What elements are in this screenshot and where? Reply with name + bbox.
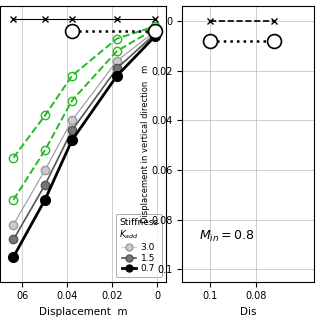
X-axis label: Displacement  m: Displacement m: [39, 307, 127, 317]
Text: $M_{in} = 0.8$: $M_{in} = 0.8$: [198, 228, 254, 244]
X-axis label: Dis: Dis: [240, 307, 256, 317]
Legend: 3.0, 1.5, 0.7: 3.0, 1.5, 0.7: [116, 214, 162, 277]
Y-axis label: Displacement in vertical direction   m: Displacement in vertical direction m: [141, 65, 150, 223]
